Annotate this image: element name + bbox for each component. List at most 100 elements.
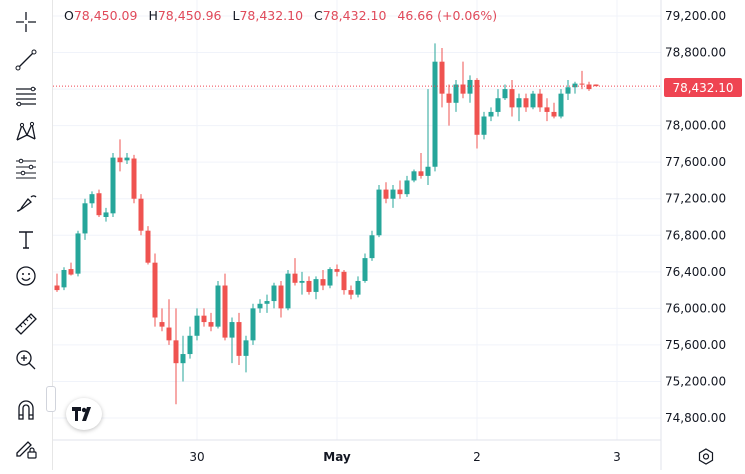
y-tick-label: 78,000.00 [665, 119, 726, 133]
candle [110, 153, 116, 217]
close-value: 78,432.10 [322, 8, 387, 23]
candle [124, 153, 130, 165]
candle [537, 89, 543, 112]
candle-body [82, 203, 88, 234]
candle [474, 78, 480, 149]
candle-body [530, 93, 536, 108]
last-price-label: 78,432.10 [664, 78, 742, 97]
zoom-in-tool[interactable] [6, 344, 46, 376]
candle-body [229, 322, 235, 338]
candle-body [488, 111, 494, 117]
candle [152, 253, 158, 327]
low-value: 78,432.10 [239, 8, 304, 23]
candle-body [341, 271, 347, 291]
candle [404, 175, 410, 197]
candle [320, 269, 326, 291]
emoji-tool[interactable] [6, 260, 46, 292]
settings-icon [698, 448, 714, 465]
crosshair-tool[interactable] [6, 6, 46, 38]
candle [516, 93, 522, 122]
candle [565, 79, 571, 101]
candle-body [285, 273, 291, 309]
tradingview-logo[interactable] [66, 398, 102, 430]
candle [369, 230, 375, 261]
candle [229, 317, 235, 364]
trend-line-icon [15, 49, 37, 71]
text-tool[interactable] [6, 224, 46, 256]
candlestick-chart[interactable]: 79,200.0078,800.0078,400.0078,000.0077,6… [53, 0, 745, 470]
candle-body [250, 308, 256, 341]
candle [173, 308, 179, 405]
candle-body [467, 79, 473, 94]
zoom-in-icon [16, 350, 36, 370]
candle [439, 47, 445, 108]
low-label: L [232, 8, 240, 23]
brush-icon [16, 195, 37, 212]
brush-tool[interactable] [6, 188, 46, 220]
chart-settings-button[interactable] [695, 446, 717, 468]
lock-pencil-icon [16, 441, 37, 459]
candle [131, 154, 137, 204]
candle-body [124, 157, 130, 161]
tradingview-logo-icon [72, 407, 91, 421]
candle [138, 194, 144, 236]
candle [418, 153, 424, 179]
candle-body [96, 193, 102, 216]
candle [117, 139, 123, 172]
trend-line-tool[interactable] [6, 44, 46, 76]
candle [327, 267, 333, 289]
change-value: 46.66 (+0.06%) [397, 8, 498, 23]
candle [82, 198, 88, 240]
candle [355, 276, 361, 298]
candle [278, 280, 284, 318]
pattern-tool[interactable] [6, 116, 46, 148]
ruler-tool[interactable] [6, 308, 46, 340]
toolbar-collapse-handle[interactable] [46, 386, 56, 412]
candle-body [75, 233, 81, 274]
candle [103, 207, 109, 222]
candle [432, 43, 438, 172]
candle-body [453, 84, 459, 103]
y-tick-label: 74,800.00 [665, 411, 726, 425]
y-tick-label: 79,200.00 [665, 9, 726, 23]
candle-body [586, 84, 592, 90]
candle [187, 326, 193, 359]
candle-body [159, 322, 165, 327]
candle-body [481, 116, 487, 135]
candle [292, 258, 298, 286]
candle-body [257, 303, 263, 309]
magnet-tool[interactable] [6, 394, 46, 426]
candle-body [551, 111, 557, 117]
fib-retracement-tool[interactable] [6, 80, 46, 112]
y-tick-label: 76,400.00 [665, 265, 726, 279]
candle-body [243, 340, 249, 356]
candle [194, 308, 200, 341]
candle-body [264, 301, 270, 304]
text-icon [19, 231, 33, 249]
candle-body [418, 171, 424, 176]
candle-body [425, 166, 431, 176]
high-value: 78,450.96 [157, 8, 222, 23]
candle [54, 273, 60, 292]
candle-body [565, 87, 571, 94]
x-tick-label: May [323, 450, 351, 464]
prediction-tool[interactable] [6, 152, 46, 184]
candle [523, 93, 529, 112]
lock-drawings-tool[interactable] [6, 432, 46, 464]
candle [530, 90, 536, 110]
candle [243, 335, 249, 373]
candle-body [299, 280, 305, 283]
candle [383, 182, 389, 204]
y-tick-label: 75,200.00 [665, 374, 726, 388]
chart-area[interactable]: 79,200.0078,800.0078,400.0078,000.0077,6… [53, 0, 745, 470]
candle [390, 185, 396, 208]
candle-body [117, 157, 123, 163]
candle-body [320, 279, 326, 286]
candle [502, 84, 508, 101]
candle [299, 271, 305, 295]
candle-body [194, 315, 200, 336]
candle-body [306, 280, 312, 292]
candle [250, 303, 256, 345]
candle [341, 269, 347, 295]
candle [215, 280, 221, 329]
